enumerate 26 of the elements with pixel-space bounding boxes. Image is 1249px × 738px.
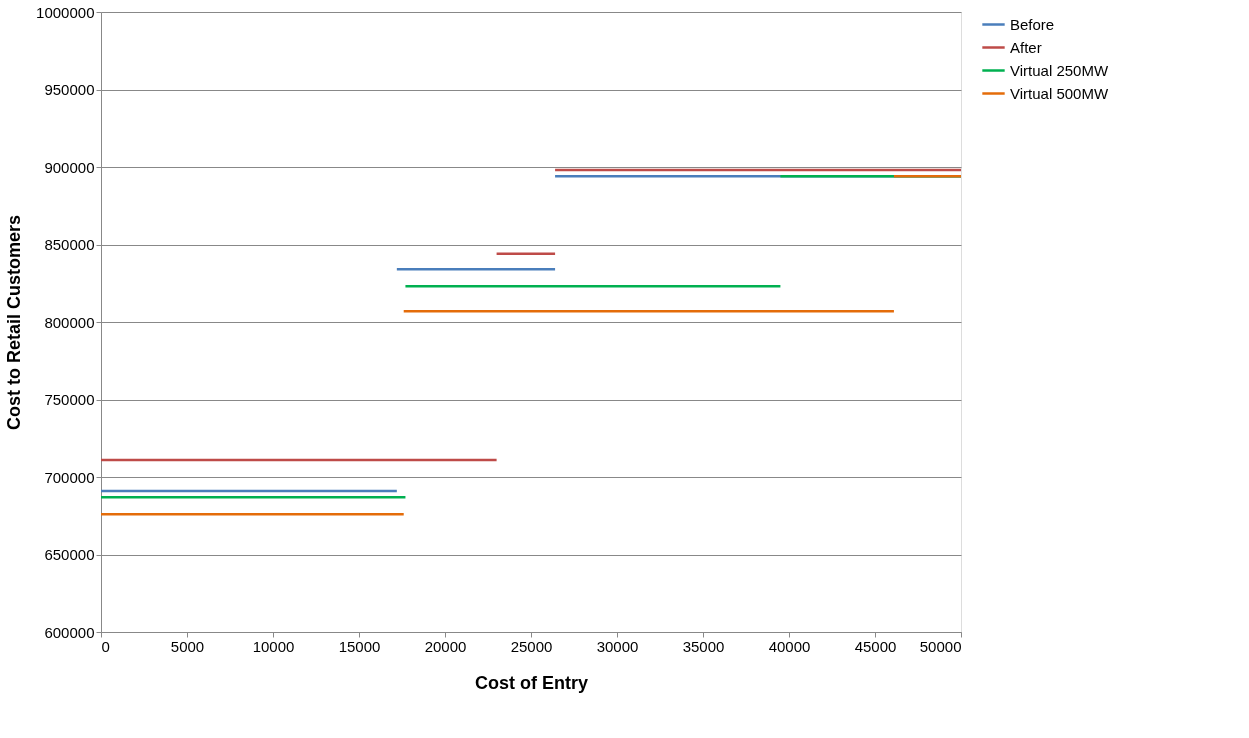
legend-label: After [1010,38,1042,56]
x-tick-label: 45000 [854,637,897,655]
y-tick-label: 750000 [44,391,95,408]
y-tick-label: 950000 [44,81,95,98]
x-tick-label: 25000 [510,637,553,655]
y-tick-label: 800000 [44,313,95,331]
x-tick-label: 40000 [768,637,811,655]
y-tick-label: 1000000 [36,3,95,21]
y-tick-label: 900000 [44,158,95,176]
x-tick-label: 15000 [338,637,381,655]
x-tick-label: 5000 [170,637,205,655]
y-axis-title: Cost to Retail Customers [4,214,25,431]
y-tick-label: 650000 [44,546,95,563]
legend-label: Before [1010,15,1055,33]
x-axis-title: Cost of Entry [474,672,589,693]
legend-label: Virtual 250MW [1010,61,1109,79]
x-tick-label: 10000 [252,637,295,655]
x-tick-label: 20000 [424,637,467,655]
y-tick-label: 700000 [44,468,95,486]
legend-label: Virtual 500MW [1010,84,1109,102]
x-tick-label: 0 [101,637,110,655]
x-tick-label: 50000 [919,637,962,655]
y-tick-label: 850000 [44,236,95,253]
x-tick-label: 30000 [596,637,639,655]
y-tick-label: 600000 [44,623,95,641]
x-tick-label: 35000 [682,637,725,655]
